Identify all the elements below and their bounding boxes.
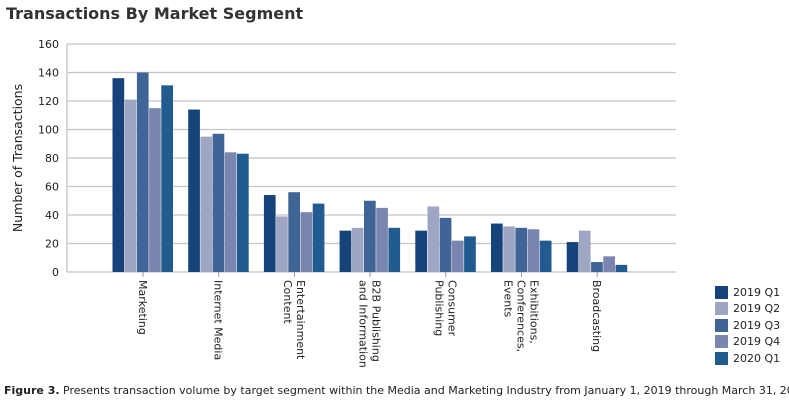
y-tick-label: 0 — [52, 266, 59, 279]
y-tick-label: 60 — [45, 181, 59, 194]
x-tick-label: B2B Publishingand Information — [357, 280, 383, 368]
bar — [527, 229, 540, 272]
y-tick-label: 160 — [38, 38, 59, 51]
x-tick-label: Exhibitions,Conferences,Events — [502, 280, 541, 352]
bar — [566, 242, 579, 272]
bar — [300, 212, 313, 272]
bar — [136, 72, 149, 272]
bar — [339, 230, 352, 272]
y-tick-label: 140 — [38, 67, 59, 80]
legend-label: 2019 Q1 — [733, 285, 781, 299]
bar — [288, 192, 300, 272]
bar — [351, 227, 364, 272]
bar — [124, 99, 137, 272]
legend-label: 2020 Q1 — [733, 351, 781, 365]
bar — [161, 85, 173, 272]
y-tick-label: 120 — [38, 95, 59, 108]
legend-swatch — [715, 302, 728, 316]
bar — [388, 227, 401, 272]
y-tick-label: 100 — [38, 124, 59, 137]
x-tick-label: Internet Media — [212, 280, 225, 360]
bar — [149, 108, 161, 272]
legend-item: 2019 Q3 — [715, 317, 780, 334]
bar — [112, 78, 125, 272]
caption-text: Presents transaction volume by target se… — [59, 384, 789, 397]
legend-swatch — [715, 318, 728, 332]
bar — [578, 230, 591, 272]
bar — [415, 230, 427, 272]
x-tick-label: EntertainmentContent — [281, 280, 307, 360]
bar — [224, 152, 237, 272]
bar — [591, 262, 603, 272]
legend-item: 2019 Q2 — [715, 301, 780, 318]
legend-label: 2019 Q4 — [733, 335, 781, 349]
bar — [276, 216, 288, 272]
bar — [515, 227, 528, 272]
y-tick-label: 80 — [45, 152, 59, 165]
bar — [263, 195, 276, 272]
bar — [427, 206, 440, 272]
y-tick-label: 40 — [45, 209, 59, 222]
legend-swatch — [715, 285, 728, 299]
legend-item: 2019 Q1 — [715, 284, 780, 301]
y-axis-label: Number of Transactions — [10, 84, 25, 232]
legend-swatch — [715, 335, 728, 349]
legend-label: 2019 Q2 — [733, 302, 781, 316]
bar — [200, 136, 213, 272]
legend-item: 2020 Q1 — [715, 350, 780, 367]
legend-item: 2019 Q4 — [715, 334, 780, 351]
x-tick-label: Marketing — [136, 280, 149, 335]
caption-label: Figure 3. — [4, 384, 60, 397]
bar — [212, 133, 225, 272]
bar — [451, 240, 464, 272]
bar — [376, 207, 388, 272]
bar — [312, 203, 325, 272]
x-tick-label: Broadcasting — [590, 280, 603, 352]
bar — [539, 240, 552, 272]
chart-title: Transactions By Market Segment — [6, 4, 304, 23]
bar — [603, 256, 615, 272]
bar — [615, 264, 628, 272]
bar — [503, 226, 515, 272]
bar — [364, 200, 376, 272]
x-tick-label: ConsumerPublishing — [432, 280, 458, 337]
bar — [464, 236, 476, 272]
bar — [237, 153, 249, 272]
y-tick-label: 20 — [45, 238, 59, 251]
legend-swatch — [715, 351, 728, 365]
bar — [439, 217, 452, 272]
bar — [188, 109, 200, 272]
figure-caption: Figure 3. Presents transaction volume by… — [4, 384, 789, 397]
legend: 2019 Q1 2019 Q2 2019 Q3 2019 Q4 2020 Q1 — [715, 284, 780, 367]
legend-label: 2019 Q3 — [733, 318, 781, 332]
bar — [491, 223, 503, 272]
